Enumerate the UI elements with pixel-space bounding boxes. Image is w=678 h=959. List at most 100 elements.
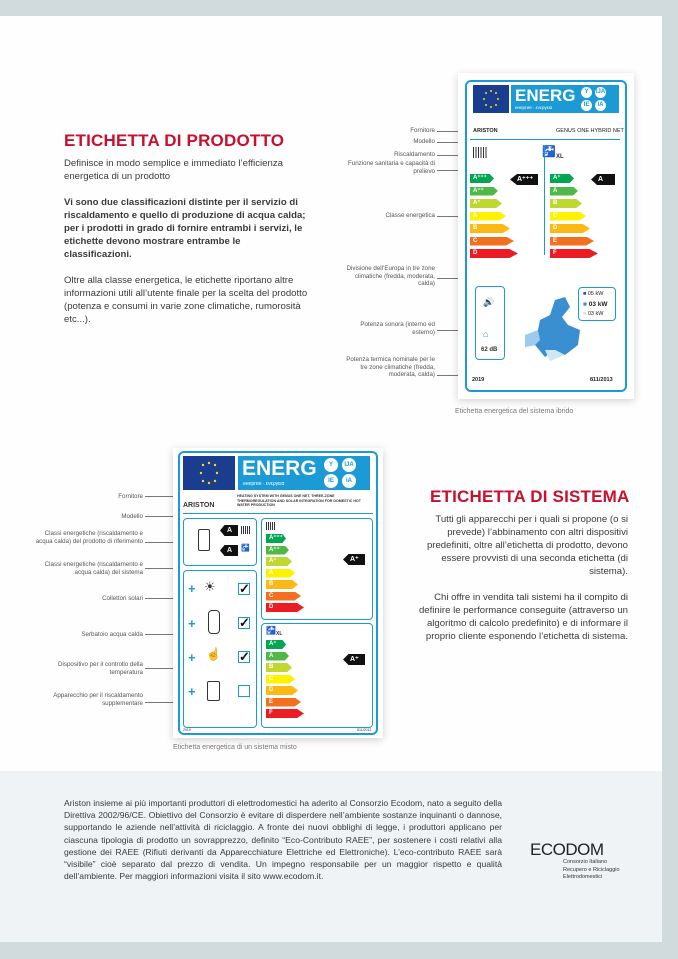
power-cold: ■ 05 kW bbox=[583, 291, 604, 297]
ann-serbatoio: Serbatoio acqua calda bbox=[81, 631, 143, 638]
water-rating-marker: A bbox=[591, 174, 615, 185]
lang-circle: IE bbox=[581, 100, 592, 111]
system-heating-marker: A⁺ bbox=[343, 554, 365, 565]
product-title: ETICHETTA DI PRODOTTO bbox=[64, 131, 285, 150]
label-border bbox=[178, 451, 378, 735]
divider bbox=[183, 513, 373, 514]
system-title: ETICHETTA DI SISTEMA bbox=[430, 487, 630, 506]
component-checkbox[interactable] bbox=[238, 685, 250, 697]
water-bar-b: B bbox=[266, 663, 292, 672]
system-description: HEATING SYSTEM WITH GENUS ONE NET, THREE… bbox=[237, 494, 361, 507]
brand-name: ARISTON bbox=[473, 128, 498, 134]
europe-map-icon bbox=[525, 297, 580, 361]
component-checkbox[interactable]: ✓ bbox=[238, 581, 250, 596]
heating-bar-b: B bbox=[266, 580, 298, 589]
tap-icon: 🚰 bbox=[542, 146, 556, 158]
lang-circle: Y bbox=[324, 458, 338, 472]
system-heating-box bbox=[261, 518, 373, 620]
ecodom-logo: ECODOM bbox=[530, 840, 604, 859]
model-name: GENUS ONE HYBRID NET bbox=[556, 128, 624, 134]
indoor-sound-icon: 🔊 bbox=[483, 297, 495, 307]
product-caption: Etichetta energetica del sistema ibrido bbox=[455, 408, 574, 415]
ann-europa: Divisione dell’Europa in tre zone climat… bbox=[346, 265, 435, 288]
ann-modello: Modello bbox=[121, 513, 143, 520]
energ-subtext: енергия · ενεργεια bbox=[243, 481, 285, 487]
xl-text: XL bbox=[556, 154, 564, 160]
water-bar-f: F bbox=[550, 249, 598, 258]
ann-supplementare: Apparecchio per il riscaldamento supplem… bbox=[53, 692, 143, 707]
lang-circle: Y bbox=[581, 87, 592, 98]
lang-circle: IJA bbox=[342, 458, 356, 472]
system-energy-label: ENERG енергия · ενεργεια Y IJA IE IA ARI… bbox=[173, 448, 383, 738]
divider bbox=[470, 139, 620, 140]
water-bar-c: C bbox=[550, 211, 586, 221]
ann-fornitore: Fornitore bbox=[118, 493, 143, 500]
heating-bar-b: B bbox=[470, 224, 510, 233]
power-box: ■ 05 kW ■ 03 kW ■ 03 kW bbox=[578, 287, 616, 321]
solar-panel-icon: ☀ bbox=[204, 579, 216, 594]
noise-value: 62 dB bbox=[481, 347, 498, 353]
radiator-icon bbox=[266, 522, 276, 530]
product-energy-label: ENERG енергия · ενεργεια Y IJA IE IA ARI… bbox=[458, 73, 634, 399]
tap-icon: 🚰 bbox=[241, 545, 250, 552]
heating-bar-ap: A⁺ bbox=[266, 557, 292, 566]
water-bar-ap: A⁺ bbox=[550, 174, 574, 183]
system-p2: Chi offre in vendita tali sistemi ha il … bbox=[418, 592, 628, 642]
component-checkbox[interactable]: ✓ bbox=[238, 649, 250, 664]
product-bold: Vi sono due classificazioni distinte per… bbox=[64, 197, 306, 260]
heating-bar-d: D bbox=[266, 603, 304, 612]
system-water-marker: A⁺ bbox=[343, 654, 365, 665]
lang-circle: IA bbox=[342, 474, 356, 488]
tank-icon bbox=[208, 610, 220, 634]
energ-text: ENERG bbox=[515, 86, 576, 105]
ann-sanitaria: Funzione sanitaria e capacità di preliev… bbox=[347, 160, 435, 175]
eu-flag-icon bbox=[183, 456, 235, 490]
product-heating-marker: A bbox=[220, 525, 238, 536]
lang-circle: IE bbox=[324, 474, 338, 488]
system-p1: Tutti gli apparecchi per i quali si prop… bbox=[426, 514, 628, 577]
heating-bar-appp: A⁺⁺⁺ bbox=[266, 534, 286, 543]
footer-text: Ariston insieme ai più importanti produt… bbox=[64, 798, 502, 882]
product-water-marker: A bbox=[220, 545, 238, 556]
plus-icon: + bbox=[188, 684, 196, 699]
lang-circle: IA bbox=[595, 100, 606, 111]
eu-stars-icon bbox=[199, 461, 219, 485]
ann-fornitore: Fornitore bbox=[410, 127, 435, 134]
power-moderate: ■ 03 kW bbox=[583, 301, 608, 308]
eu-stars-icon bbox=[483, 90, 499, 108]
energ-banner: ENERG енергия · ενεργεια Y IJA IE IA bbox=[511, 85, 619, 113]
ann-classi-prodotto: Classi energetiche (riscaldamento e acqu… bbox=[35, 530, 143, 545]
label-year: 2019 bbox=[472, 377, 485, 383]
energ-subtext: енергия · ενεργεια bbox=[515, 105, 553, 110]
xl-text: XL bbox=[276, 631, 283, 637]
heating-bar-a: A bbox=[470, 211, 506, 221]
outdoor-sound-icon: ⌂ bbox=[483, 329, 489, 339]
ann-modello: Modello bbox=[413, 138, 435, 145]
heating-bar-a: A bbox=[266, 568, 295, 578]
leader-line bbox=[145, 542, 195, 543]
footer-band bbox=[0, 771, 662, 942]
system-water-box: 🚰 XL bbox=[261, 623, 373, 728]
ann-controllo: Dispositivo per il controllo della tempe… bbox=[58, 661, 143, 676]
reference-product-box: A A 🚰 bbox=[183, 518, 257, 566]
ecodom-logo-sub: Consorzio Italiano Recupero e Riciclaggio… bbox=[563, 859, 620, 880]
system-text: Tutti gli apparecchi per i quali si prop… bbox=[418, 513, 628, 656]
ann-riscaldamento: Riscaldamento bbox=[394, 151, 435, 158]
lang-circle: IJA bbox=[595, 87, 606, 98]
heating-bar-app: A⁺⁺ bbox=[266, 545, 289, 555]
water-bar-b: B bbox=[550, 199, 582, 208]
label-regulation: 811/2013 bbox=[357, 728, 372, 732]
ann-sonora: Potenza sonora (interno ed esterno) bbox=[360, 321, 435, 336]
components-box: + ☀ + + ☝ + ✓ ✓ ✓ bbox=[183, 570, 257, 728]
radiator-icon bbox=[473, 147, 488, 158]
label-border bbox=[465, 80, 627, 392]
leader-line bbox=[437, 131, 467, 132]
component-checkbox[interactable]: ✓ bbox=[238, 615, 250, 630]
plus-icon: + bbox=[188, 650, 196, 665]
ann-classi-sistema: Classi energetiche (riscaldamento e acqu… bbox=[44, 561, 143, 576]
heating-rating-marker: A⁺⁺⁺ bbox=[510, 174, 538, 185]
water-bar-d: D bbox=[550, 224, 590, 233]
heating-bar-ap: A⁺ bbox=[470, 199, 502, 208]
water-bar-e: E bbox=[550, 236, 594, 246]
product-intro: Definisce in modo semplice e immediato l… bbox=[64, 158, 283, 182]
